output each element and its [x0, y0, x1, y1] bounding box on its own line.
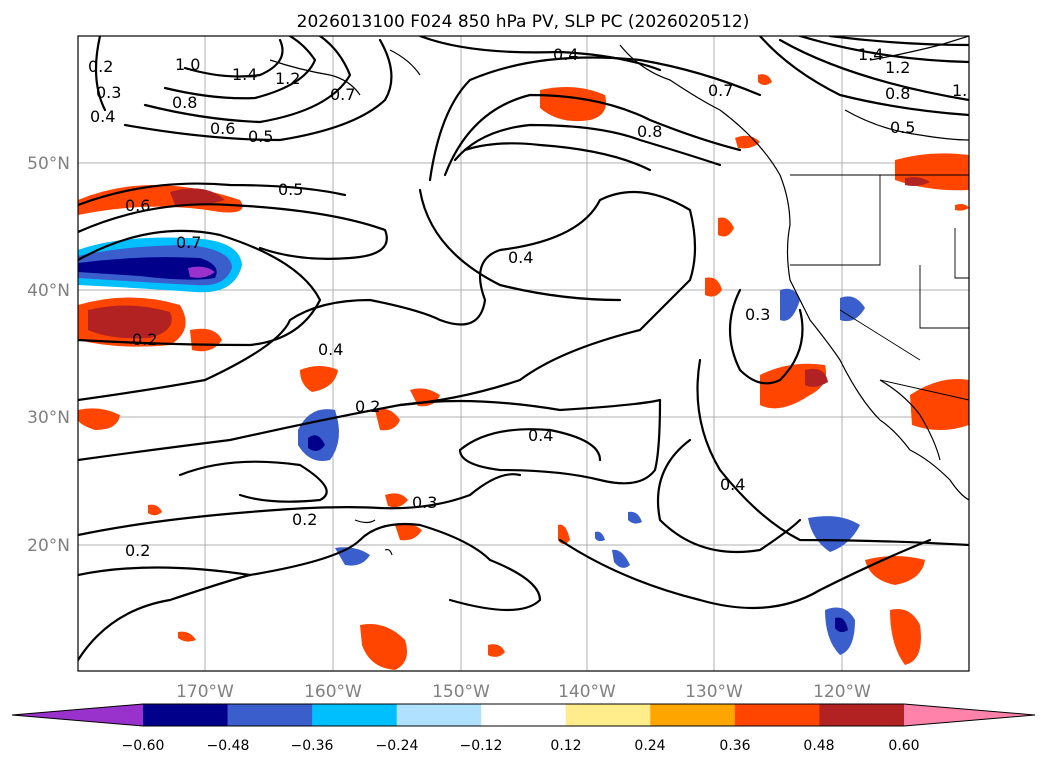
- lat-label: 30°N: [27, 408, 70, 428]
- colorbar-segment: [396, 704, 482, 726]
- contour-label: 0.2: [355, 397, 380, 416]
- colorbar-tick: −0.24: [376, 738, 419, 754]
- colorbar-segment: [227, 704, 313, 726]
- contour-label: 0.7: [708, 81, 733, 100]
- colorbar-segment: [565, 704, 651, 726]
- contour-label: 0.2: [88, 57, 113, 76]
- contour-label: 1.2: [885, 58, 910, 77]
- colorbar-tick: −0.36: [291, 738, 334, 754]
- map-panel: 0.2 1.0 1.4 1.2 0.4 0.3 0.8 0.6 0.5 0.7 …: [27, 35, 970, 702]
- colorbar-tick: 0.12: [550, 738, 581, 754]
- colorbar-segments: [11, 703, 1036, 727]
- contour-label: 0.4: [90, 107, 115, 126]
- contour-label: 0.6: [210, 119, 235, 138]
- longitude-labels: 170°W 160°W 150°W 140°W 130°W 120°W: [176, 682, 871, 702]
- contour-label: 0.8: [172, 93, 197, 112]
- borders: [790, 174, 969, 401]
- lon-label: 160°W: [304, 682, 362, 702]
- contour-label: 0.7: [176, 233, 201, 252]
- colorbar-tick: −0.60: [122, 738, 165, 754]
- lon-label: 150°W: [432, 682, 490, 702]
- lon-label: 120°W: [813, 682, 871, 702]
- contour-label: 0.4: [720, 475, 745, 494]
- contour-label: 0.4: [553, 45, 578, 64]
- slp-contours: [78, 36, 969, 662]
- contour-labels: 0.2 1.0 1.4 1.2 0.4 0.3 0.8 0.6 0.5 0.7 …: [88, 45, 967, 560]
- pv-negative-shading: [78, 237, 865, 655]
- colorbar-segment: [819, 704, 905, 726]
- lon-label: 140°W: [558, 682, 616, 702]
- colorbar-tick: 0.48: [803, 738, 834, 754]
- plot-title: 2026013100 F024 850 hPa PV, SLP PC (2026…: [297, 12, 750, 32]
- lat-label: 50°N: [27, 154, 70, 174]
- contour-label: 0.3: [745, 305, 770, 324]
- colorbar-tick: 0.24: [634, 738, 665, 754]
- colorbar-outline: [11, 703, 1036, 727]
- contour-label: 0.5: [278, 180, 303, 199]
- colorbar-tick: −0.48: [207, 738, 250, 754]
- contour-label: 0.5: [248, 127, 273, 146]
- coastlines: [269, 36, 969, 556]
- colorbar-extend-low: [12, 704, 143, 726]
- map-frame: [77, 35, 970, 672]
- colorbar-tick: 0.36: [719, 738, 750, 754]
- lat-label: 40°N: [27, 281, 70, 301]
- contour-label: 0.4: [528, 426, 553, 445]
- contour-label: 0.2: [125, 541, 150, 560]
- map-background: [78, 36, 969, 671]
- lat-label: 20°N: [27, 536, 70, 556]
- contour-label: 1.2: [275, 69, 300, 88]
- contour-label: 0.5: [890, 118, 915, 137]
- colorbar-tick: 0.60: [888, 738, 919, 754]
- contour-label: 0.2: [292, 510, 317, 529]
- contour-label: 0.8: [637, 122, 662, 141]
- colorbar-extend-high: [904, 704, 1035, 726]
- colorbar-segment: [734, 704, 820, 726]
- lon-label: 170°W: [176, 682, 234, 702]
- contour-label: 0.8: [885, 84, 910, 103]
- contour-label: 1.4: [232, 65, 257, 84]
- colorbar-segment: [481, 704, 567, 726]
- contour-label: 1.0: [175, 55, 200, 74]
- colorbar-segment: [143, 704, 229, 726]
- contour-label: 0.3: [96, 83, 121, 102]
- contour-label: 0.4: [318, 340, 343, 359]
- contour-label: 0.2: [132, 330, 157, 349]
- colorbar-segment: [650, 704, 736, 726]
- contour-label: 0.7: [330, 85, 355, 104]
- contour-label: 1.: [952, 81, 967, 100]
- lon-label: 130°W: [685, 682, 743, 702]
- contour-label: 0.6: [125, 196, 150, 215]
- colorbar-tick: −0.12: [460, 738, 503, 754]
- contour-label: 1.4: [858, 45, 883, 64]
- contour-label: 0.4: [508, 248, 533, 267]
- colorbar: −0.60 −0.48 −0.36 −0.24 −0.12 0.12 0.24 …: [11, 703, 1036, 754]
- colorbar-ticks: −0.60 −0.48 −0.36 −0.24 −0.12 0.12 0.24 …: [122, 738, 920, 754]
- latitude-labels: 50°N 40°N 30°N 20°N: [27, 154, 70, 556]
- colorbar-segment: [312, 704, 398, 726]
- contour-label: 0.3: [412, 493, 437, 512]
